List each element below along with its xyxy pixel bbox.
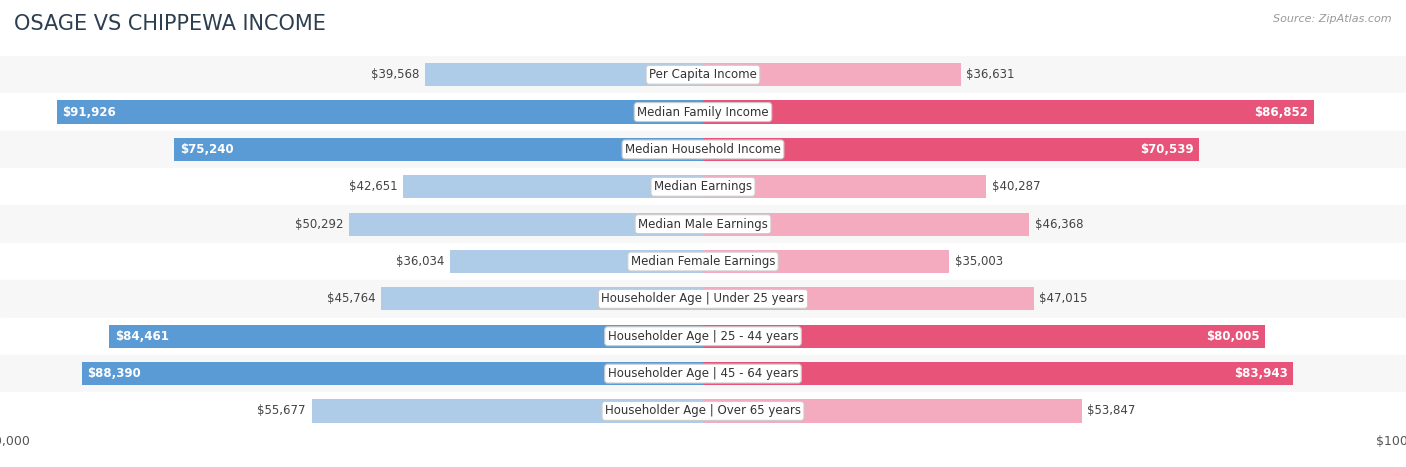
Text: $91,926: $91,926 [62,106,117,119]
Text: $70,539: $70,539 [1140,143,1194,156]
Bar [404,175,703,198]
Text: Per Capita Income: Per Capita Income [650,68,756,81]
Bar [0,56,1406,93]
Bar [0,355,1406,392]
Text: Householder Age | 45 - 64 years: Householder Age | 45 - 64 years [607,367,799,380]
Text: Median Household Income: Median Household Income [626,143,780,156]
Bar [703,138,1199,161]
Bar [312,399,703,423]
Bar [174,138,703,161]
Bar [350,212,703,236]
Text: $50,292: $50,292 [295,218,344,231]
Bar [0,280,1406,318]
Text: $36,034: $36,034 [395,255,444,268]
Text: $47,015: $47,015 [1039,292,1088,305]
Text: Median Earnings: Median Earnings [654,180,752,193]
Bar [0,243,1406,280]
Text: $36,631: $36,631 [966,68,1015,81]
Text: Median Family Income: Median Family Income [637,106,769,119]
Bar [703,287,1033,311]
Text: $42,651: $42,651 [349,180,398,193]
Bar [703,399,1081,423]
Text: $40,287: $40,287 [991,180,1040,193]
Bar [56,100,703,124]
Bar [703,175,986,198]
Bar [703,325,1265,348]
Bar [703,362,1294,385]
Text: Householder Age | Over 65 years: Householder Age | Over 65 years [605,404,801,417]
Bar [425,63,703,86]
Bar [703,212,1029,236]
Text: Householder Age | Under 25 years: Householder Age | Under 25 years [602,292,804,305]
Bar [0,131,1406,168]
Bar [0,93,1406,131]
Text: $75,240: $75,240 [180,143,233,156]
Bar [703,63,960,86]
Text: $39,568: $39,568 [371,68,419,81]
Bar [0,318,1406,355]
Bar [703,100,1313,124]
Text: OSAGE VS CHIPPEWA INCOME: OSAGE VS CHIPPEWA INCOME [14,14,326,34]
Bar [0,205,1406,243]
Bar [110,325,703,348]
Bar [0,392,1406,430]
Text: $46,368: $46,368 [1035,218,1083,231]
Bar [703,250,949,273]
Text: $55,677: $55,677 [257,404,307,417]
Text: $83,943: $83,943 [1233,367,1288,380]
Text: $88,390: $88,390 [87,367,141,380]
Bar [0,168,1406,205]
Bar [450,250,703,273]
Text: Median Male Earnings: Median Male Earnings [638,218,768,231]
Bar [381,287,703,311]
Bar [82,362,703,385]
Text: $35,003: $35,003 [955,255,1002,268]
Text: $84,461: $84,461 [115,330,169,343]
Text: $80,005: $80,005 [1206,330,1260,343]
Text: Source: ZipAtlas.com: Source: ZipAtlas.com [1274,14,1392,24]
Text: $86,852: $86,852 [1254,106,1308,119]
Text: $45,764: $45,764 [328,292,375,305]
Text: Householder Age | 25 - 44 years: Householder Age | 25 - 44 years [607,330,799,343]
Text: Median Female Earnings: Median Female Earnings [631,255,775,268]
Text: $53,847: $53,847 [1087,404,1136,417]
